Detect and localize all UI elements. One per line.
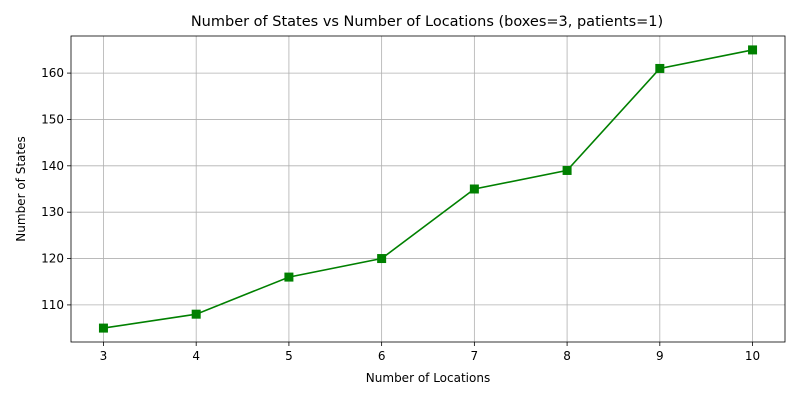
x-axis-ticks: 3 4 5 6 7 8 9 10 — [100, 342, 760, 363]
x-tick-label: 4 — [192, 349, 200, 363]
grid — [71, 36, 785, 342]
data-point-marker — [284, 272, 294, 282]
data-point-marker — [655, 63, 665, 73]
x-tick-label: 5 — [285, 349, 293, 363]
x-tick-label: 9 — [656, 349, 664, 363]
data-point-marker — [469, 184, 479, 194]
chart-title: Number of States vs Number of Locations … — [191, 14, 663, 30]
y-tick-label: 160 — [41, 66, 64, 80]
data-point-marker — [191, 309, 201, 319]
x-tick-label: 7 — [471, 349, 479, 363]
y-tick-label: 120 — [41, 252, 64, 266]
y-tick-label: 110 — [41, 298, 64, 312]
plot-area-frame — [70, 35, 786, 343]
x-tick-label: 8 — [563, 349, 571, 363]
series-line — [103, 49, 753, 329]
y-tick-label: 130 — [41, 205, 64, 219]
x-tick-label: 10 — [745, 349, 760, 363]
x-axis-label: Number of Locations — [366, 371, 490, 385]
data-point-marker — [562, 165, 572, 175]
y-axis-label: Number of States — [14, 136, 28, 241]
y-tick-label: 150 — [41, 112, 64, 126]
data-point-marker — [748, 45, 758, 55]
y-axis-ticks: 110 120 130 140 150 160 — [41, 66, 71, 312]
data-point-marker — [98, 323, 108, 333]
data-point-marker — [377, 254, 387, 264]
x-tick-label: 3 — [100, 349, 108, 363]
series-markers — [98, 45, 758, 333]
x-tick-label: 6 — [378, 349, 386, 363]
y-tick-label: 140 — [41, 159, 64, 173]
